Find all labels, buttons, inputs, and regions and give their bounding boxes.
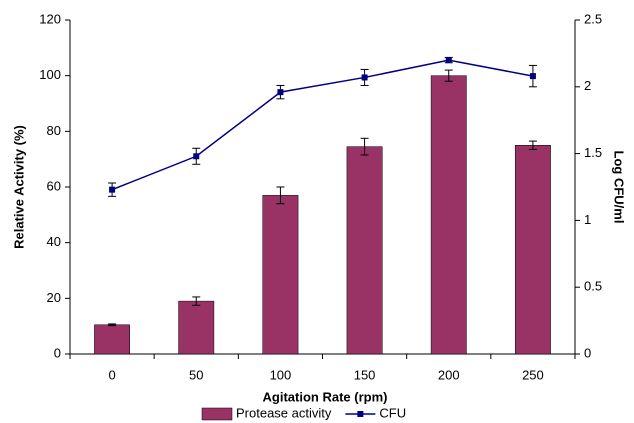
legend-label: CFU [379,405,406,420]
cfu-line [111,59,534,191]
y2-tick-label: 2.5 [584,11,602,26]
y-tick-label: 40 [47,234,61,249]
bar [262,195,299,355]
bar [514,145,551,355]
bar [346,146,383,355]
marker [109,186,116,193]
x-tick-label: 250 [522,367,544,382]
x-tick-label: 50 [189,367,203,382]
legend-marker [357,411,364,417]
y-tick-label: 20 [47,290,61,305]
y-tick-label: 120 [39,11,61,26]
y-tick-label: 60 [47,178,61,193]
y-tick-label: 0 [54,345,61,360]
legend-label: Protease activity [236,405,332,420]
marker [445,57,452,64]
x-tick-label: 100 [270,367,292,382]
y2-tick-label: 2 [584,78,591,93]
legend-swatch [201,407,233,421]
marker [529,73,536,80]
y2-tick-label: 1.5 [584,145,602,160]
marker [193,153,200,160]
marker [361,74,368,81]
x-tick-label: 0 [108,367,115,382]
y2-tick-label: 0.5 [584,279,602,294]
x-tick-label: 150 [354,367,376,382]
bar [94,324,131,355]
bar [430,75,467,355]
bar [178,300,215,355]
y2-tick-label: 0 [584,345,591,360]
x-axis-title: Agitation Rate (rpm) [263,389,388,404]
y-axis-title: Relative Activity (%) [11,125,26,249]
y2-tick-label: 1 [584,212,591,227]
y2-axis-title: Log CFU/ml [612,151,627,224]
y-tick-label: 100 [39,67,61,82]
y-tick-label: 80 [47,123,61,138]
x-tick-label: 200 [438,367,460,382]
marker [277,89,284,96]
